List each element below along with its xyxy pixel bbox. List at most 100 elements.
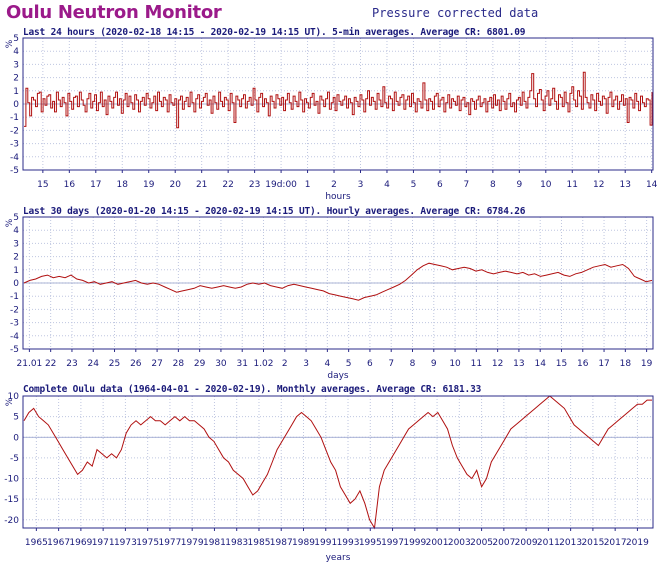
x-tick-label: 1985 xyxy=(248,538,271,548)
x-tick-label: 18 xyxy=(620,359,632,369)
x-tick-label: 3 xyxy=(358,180,364,190)
x-tick-label: 4 xyxy=(384,180,390,190)
x-tick-label: 22 xyxy=(222,180,233,190)
x-tick-label: 6 xyxy=(367,359,373,369)
x-tick-label: 1991 xyxy=(314,538,337,548)
y-tick-label: 5 xyxy=(13,34,19,44)
chart-30d-title: Last 30 days (2020-01-20 14:15 - 2020-02… xyxy=(23,206,526,217)
x-tick-label: 2017 xyxy=(604,538,627,548)
y-tick-label: 1 xyxy=(13,87,19,97)
y-tick-label: -4 xyxy=(10,153,19,163)
x-tick-label: 1971 xyxy=(92,538,115,548)
x-tick-label: 23 xyxy=(66,359,77,369)
plot-frame xyxy=(22,37,654,171)
y-tick-label: 2 xyxy=(13,253,19,263)
y-tick-label: 1 xyxy=(13,266,19,276)
x-tick-label: 23 xyxy=(249,180,260,190)
y-tick-label: -10 xyxy=(4,475,19,485)
x-tick-label: 1983 xyxy=(225,538,248,548)
x-axis-label: days xyxy=(327,371,349,381)
x-axis-label: hours xyxy=(325,192,351,202)
x-tick-label: 9 xyxy=(516,180,522,190)
x-tick-label: 1 xyxy=(305,180,311,190)
x-tick-label: 2007 xyxy=(492,538,515,548)
x-tick-label: 1977 xyxy=(158,538,181,548)
data-type-subtitle: Pressure corrected data xyxy=(372,6,539,20)
x-tick-label: 28 xyxy=(173,359,185,369)
x-tick-label: 18 xyxy=(117,180,129,190)
x-tick-label: 24 xyxy=(88,359,100,369)
x-tick-label: 1999 xyxy=(403,538,426,548)
x-tick-label: 7 xyxy=(464,180,470,190)
x-tick-label: 2005 xyxy=(470,538,493,548)
x-tick-label: 1993 xyxy=(337,538,360,548)
x-tick-label: 1965 xyxy=(25,538,48,548)
plot-frame xyxy=(22,395,654,529)
x-tick-label: 2 xyxy=(282,359,288,369)
x-tick-label: 2011 xyxy=(537,538,560,548)
series-line xyxy=(23,395,652,530)
x-tick-label: 15 xyxy=(37,180,48,190)
series-line xyxy=(23,262,653,301)
x-tick-label: 1973 xyxy=(114,538,137,548)
x-tick-label: 2003 xyxy=(448,538,471,548)
x-tick-label: 10 xyxy=(540,180,552,190)
x-tick-label: 25 xyxy=(109,359,120,369)
x-tick-label: 20 xyxy=(169,180,181,190)
x-tick-label: 11 xyxy=(567,180,578,190)
x-tick-label: 11 xyxy=(471,359,482,369)
x-tick-label: 4 xyxy=(324,359,330,369)
x-tick-label: 13 xyxy=(513,359,524,369)
x-tick-label: 1.02 xyxy=(253,359,273,369)
y-tick-label: -20 xyxy=(4,516,19,526)
x-tick-label: 12 xyxy=(593,180,604,190)
y-axis-label: % xyxy=(5,218,15,227)
x-tick-label: 2015 xyxy=(581,538,604,548)
x-tick-label: 30 xyxy=(215,359,227,369)
y-tick-label: 0 xyxy=(13,433,19,443)
x-tick-label: 19 xyxy=(641,359,653,369)
y-tick-label: 2 xyxy=(13,74,19,84)
x-tick-label: 13 xyxy=(619,180,630,190)
y-tick-label: 5 xyxy=(13,413,19,423)
x-tick-label: 31 xyxy=(236,359,247,369)
x-tick-label: 21.01 xyxy=(17,359,43,369)
x-tick-label: 1997 xyxy=(381,538,404,548)
y-tick-label: -15 xyxy=(4,495,19,505)
x-tick-label: 16 xyxy=(577,359,589,369)
y-axis-label: % xyxy=(5,39,15,48)
app-title: Oulu Neutron Monitor xyxy=(6,2,222,23)
y-tick-label: -2 xyxy=(10,126,19,136)
x-tick-label: 1987 xyxy=(270,538,293,548)
y-tick-label: -5 xyxy=(10,345,19,355)
chart-complete-title: Complete Oulu data (1964-04-01 - 2020-02… xyxy=(23,384,482,395)
x-axis-label: years xyxy=(326,553,351,563)
x-tick-label: 27 xyxy=(151,359,162,369)
x-tick-label: 8 xyxy=(410,359,416,369)
chart-panel-2: 10 5 0 -5 -10 -15 -20% 1965 1967 1969 1971 1973 1975… xyxy=(4,392,654,563)
x-tick-label: 26 xyxy=(130,359,142,369)
plot-frame xyxy=(22,216,654,350)
x-tick-label: 14 xyxy=(646,180,658,190)
x-tick-label: 2001 xyxy=(426,538,449,548)
x-tick-label: 2019 xyxy=(626,538,649,548)
y-tick-label: 4 xyxy=(13,47,19,57)
y-tick-label: -5 xyxy=(10,166,19,176)
x-tick-label: 5 xyxy=(411,180,417,190)
y-tick-label: -5 xyxy=(10,454,19,464)
y-tick-label: 3 xyxy=(13,60,19,70)
chart-24h-title: Last 24 hours (2020-02-18 14:15 - 2020-0… xyxy=(23,27,526,38)
x-tick-label: 2 xyxy=(331,180,337,190)
x-tick-label: 10 xyxy=(449,359,461,369)
y-axis-label: % xyxy=(5,397,15,406)
x-tick-label: 17 xyxy=(90,180,101,190)
y-tick-label: 5 xyxy=(13,213,19,223)
y-tick-label: 3 xyxy=(13,239,19,249)
x-tick-label: 15 xyxy=(556,359,567,369)
x-tick-label: 5 xyxy=(346,359,352,369)
x-tick-label: 2013 xyxy=(559,538,582,548)
x-tick-label: 17 xyxy=(598,359,609,369)
